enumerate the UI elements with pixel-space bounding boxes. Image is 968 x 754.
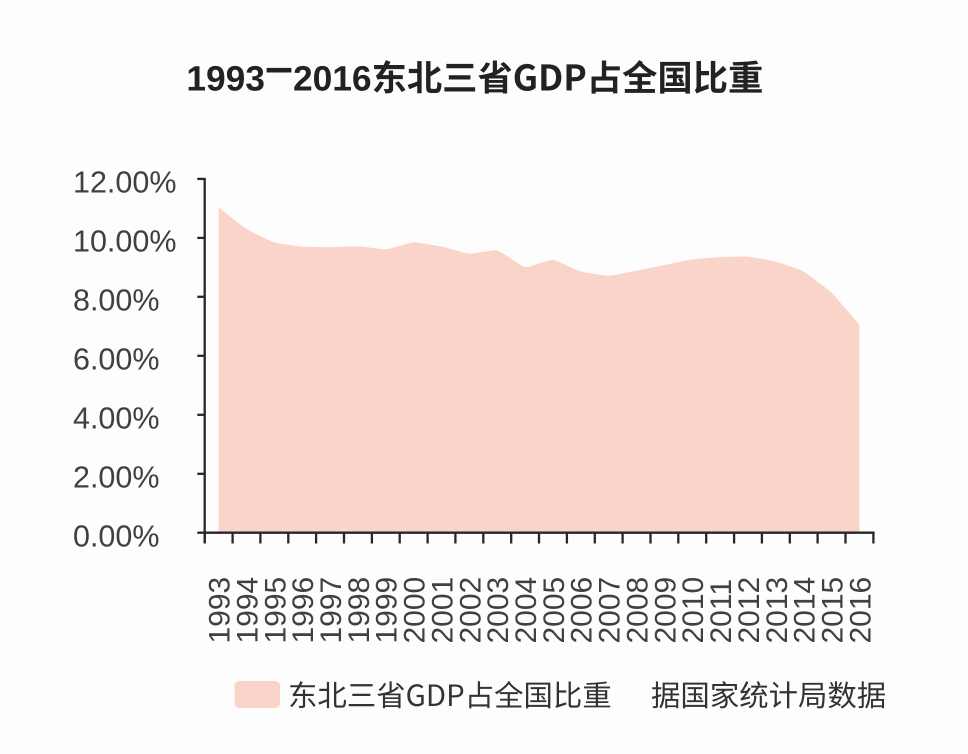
svg-text:2008: 2008 [621,577,654,644]
svg-text:2014: 2014 [789,577,822,644]
svg-text:0.00%: 0.00% [73,519,159,553]
svg-text:2011: 2011 [705,579,738,644]
svg-text:2003: 2003 [482,577,515,644]
svg-text:2009: 2009 [649,577,682,644]
svg-text:2004: 2004 [510,577,543,644]
svg-text:1999: 1999 [371,577,404,644]
svg-text:10.00%: 10.00% [73,225,176,259]
svg-text:2012: 2012 [733,577,766,644]
svg-text:4.00%: 4.00% [73,401,159,435]
svg-text:2016: 2016 [844,577,877,644]
svg-text:2001: 2001 [426,577,459,644]
svg-text:8.00%: 8.00% [73,283,159,317]
svg-text:2006: 2006 [566,577,599,644]
svg-text:2.00%: 2.00% [73,460,159,494]
svg-text:1997: 1997 [315,577,348,644]
svg-text:1998: 1998 [343,577,376,644]
svg-text:2010: 2010 [677,577,710,644]
svg-text:12.00%: 12.00% [73,166,176,200]
svg-text:2002: 2002 [454,577,487,644]
svg-text:1993: 1993 [204,577,237,644]
svg-text:2013: 2013 [761,577,794,644]
svg-text:1996: 1996 [287,577,320,644]
svg-text:1995: 1995 [259,577,292,644]
svg-text:1994: 1994 [231,577,264,644]
svg-text:6.00%: 6.00% [73,342,159,376]
svg-text:2005: 2005 [538,577,571,644]
svg-text:2007: 2007 [594,577,627,644]
svg-text:2015: 2015 [817,577,850,644]
svg-text:2000: 2000 [399,577,432,644]
